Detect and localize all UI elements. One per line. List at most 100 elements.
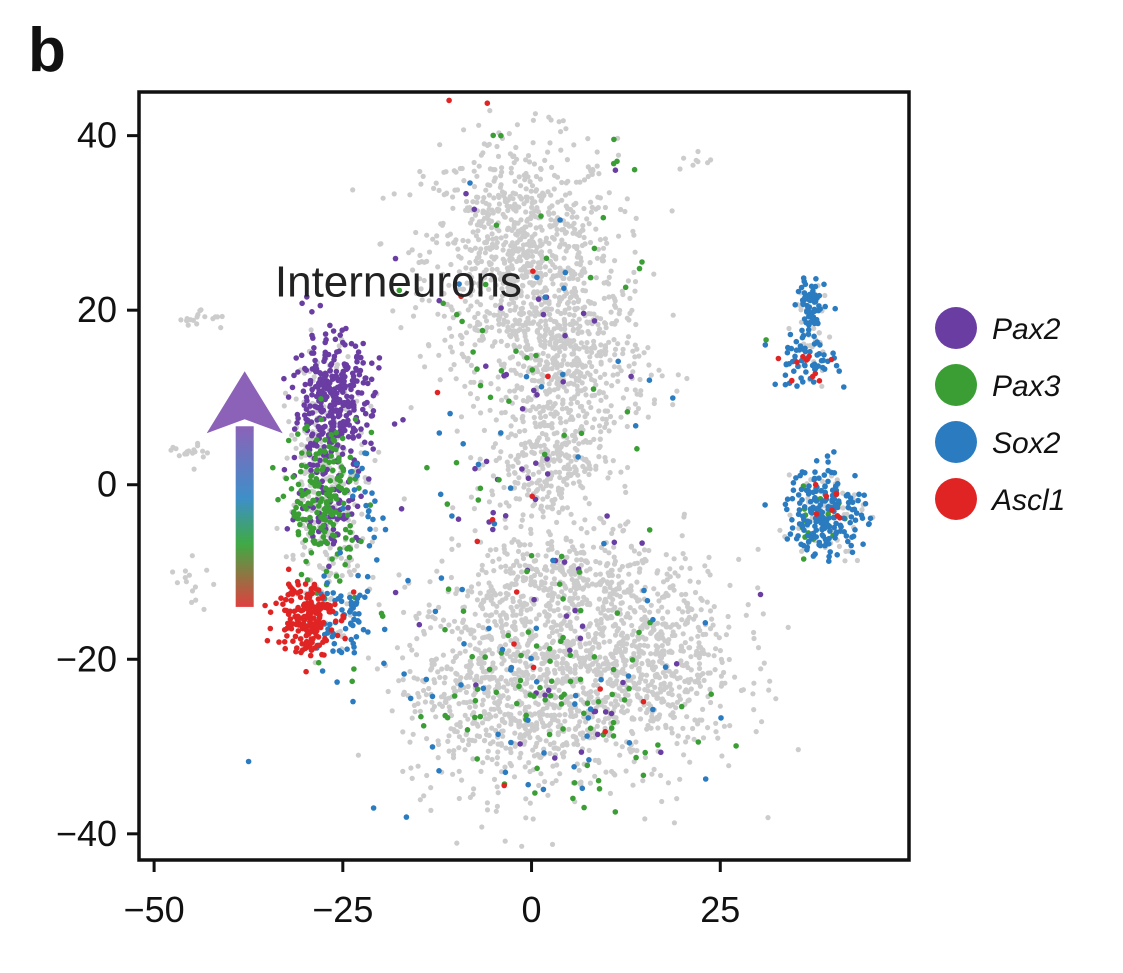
cell-point <box>533 743 539 750</box>
cell-point <box>529 200 536 206</box>
cell-point <box>625 563 631 569</box>
cell-point <box>511 485 518 491</box>
marker-point <box>472 465 478 472</box>
cell-point <box>484 211 490 217</box>
cell-point <box>547 140 553 146</box>
marker-point <box>830 350 836 357</box>
cell-point <box>726 656 732 663</box>
marker-point <box>329 532 336 538</box>
cell-point <box>568 625 574 632</box>
cell-point <box>586 471 592 478</box>
cell-point <box>308 327 314 333</box>
cell-point <box>537 737 543 743</box>
marker-point <box>560 379 566 385</box>
cell-point <box>637 566 643 572</box>
cell-point <box>553 469 559 475</box>
cell-point <box>521 484 527 490</box>
cell-point <box>547 205 553 211</box>
marker-point <box>562 332 568 339</box>
marker-point <box>516 683 522 690</box>
cell-point <box>561 275 567 281</box>
cell-point <box>555 600 561 606</box>
cell-point <box>465 716 471 722</box>
cell-point <box>655 673 661 679</box>
cell-point <box>505 434 511 440</box>
marker-point <box>524 355 530 361</box>
cell-point <box>603 321 609 327</box>
cell-point <box>523 157 529 163</box>
cell-point <box>623 589 629 595</box>
cell-point <box>184 451 190 457</box>
marker-point <box>345 512 351 519</box>
cell-point <box>533 305 539 311</box>
cell-point <box>417 252 423 258</box>
marker-point <box>695 739 702 745</box>
marker-point <box>330 467 336 474</box>
cell-point <box>456 768 462 775</box>
cell-point <box>560 400 566 406</box>
cell-point <box>596 423 603 429</box>
cell-point <box>544 705 550 711</box>
cell-point <box>587 621 593 627</box>
cell-point <box>509 354 516 360</box>
cell-point <box>706 554 712 561</box>
cell-point <box>400 729 406 735</box>
marker-point <box>338 464 345 470</box>
cell-point <box>524 294 531 300</box>
cell-point <box>457 332 464 338</box>
marker-point <box>340 500 347 507</box>
cell-point <box>170 569 176 575</box>
cell-point <box>654 570 660 576</box>
cell-point <box>619 579 625 585</box>
panel-label: b <box>28 16 66 85</box>
cell-point <box>512 307 518 313</box>
cell-point <box>519 305 526 311</box>
cell-point <box>489 218 495 224</box>
cell-point <box>521 251 527 257</box>
cell-point <box>484 142 491 148</box>
cell-point <box>575 391 581 397</box>
cell-point <box>523 452 529 458</box>
cell-point <box>611 419 617 425</box>
cell-point <box>467 674 473 680</box>
cell-point <box>595 606 601 612</box>
cell-point <box>469 216 475 222</box>
cell-point <box>417 276 423 282</box>
cell-point <box>603 695 609 701</box>
marker-point <box>514 700 520 707</box>
cell-point <box>559 179 565 186</box>
cell-point <box>618 414 624 420</box>
cell-point <box>574 305 581 311</box>
cell-point <box>700 706 706 713</box>
cell-point <box>612 704 618 710</box>
cell-point <box>354 543 360 549</box>
marker-point <box>612 809 619 815</box>
cell-point <box>550 450 556 456</box>
cell-point <box>593 382 599 388</box>
cell-point <box>522 428 528 434</box>
cell-point <box>201 606 207 613</box>
marker-point <box>655 742 661 748</box>
cell-point <box>487 613 493 619</box>
cell-point <box>475 723 481 729</box>
cell-point <box>785 624 791 631</box>
cell-point <box>436 187 442 193</box>
cell-point <box>495 741 501 747</box>
marker-point <box>308 550 315 556</box>
marker-point <box>490 509 497 516</box>
marker-point <box>392 589 399 596</box>
cell-point <box>528 574 534 581</box>
cell-point <box>679 617 685 623</box>
cell-point <box>602 371 608 377</box>
marker-point <box>474 366 480 372</box>
cell-point <box>670 402 676 408</box>
cell-point <box>585 298 592 304</box>
cell-point <box>373 526 379 533</box>
cell-point <box>463 265 469 271</box>
cell-point <box>508 604 514 611</box>
cell-point <box>556 287 562 293</box>
cell-point <box>545 149 551 155</box>
cell-point <box>645 722 651 729</box>
cell-point <box>554 338 560 344</box>
cell-point <box>645 345 651 351</box>
